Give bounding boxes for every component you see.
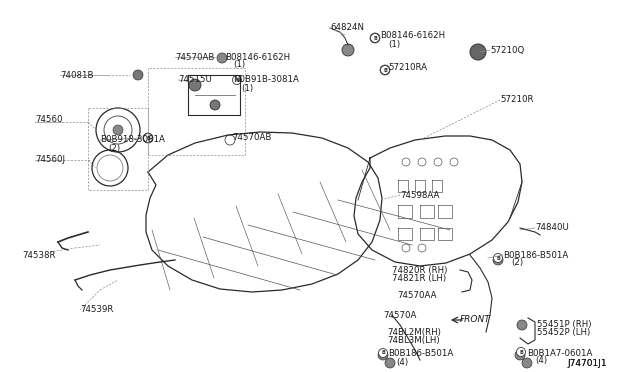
Circle shape [380,65,390,75]
Circle shape [515,350,525,360]
Circle shape [232,76,241,84]
Text: B: B [373,35,377,41]
Text: (1): (1) [233,61,245,70]
Text: B0B186-B501A: B0B186-B501A [503,250,568,260]
Text: 74840U: 74840U [535,224,569,232]
Circle shape [371,33,380,42]
Text: N: N [235,77,239,83]
Text: B: B [146,135,150,141]
Text: 74515U: 74515U [178,76,212,84]
Text: 74821R (LH): 74821R (LH) [392,275,446,283]
Text: 74598AA: 74598AA [400,190,440,199]
Text: (2): (2) [108,144,120,153]
Text: 55451P (RH): 55451P (RH) [537,321,591,330]
Text: 74820R (RH): 74820R (RH) [392,266,447,275]
Text: J74701J1: J74701J1 [567,359,607,369]
Text: B0B186-B501A: B0B186-B501A [388,350,453,359]
Circle shape [189,79,201,91]
Circle shape [370,33,380,43]
Circle shape [143,133,153,143]
Circle shape [143,134,152,142]
Text: B08146-6162H: B08146-6162H [380,32,445,41]
Circle shape [217,53,227,63]
Text: B0B1A7-0601A: B0B1A7-0601A [527,349,593,357]
Text: 74081B: 74081B [60,71,93,80]
Text: 64824N: 64824N [330,23,364,32]
Circle shape [493,253,502,263]
Text: 57210Q: 57210Q [490,45,524,55]
Text: 74570AA: 74570AA [397,291,436,299]
Circle shape [522,358,532,368]
Text: 74539R: 74539R [80,305,113,314]
Text: B: B [381,350,385,356]
Circle shape [133,70,143,80]
Text: 74570A: 74570A [383,311,417,320]
Circle shape [516,347,525,356]
Text: B0B918-3081A: B0B918-3081A [100,135,165,144]
Text: B08146-6162H: B08146-6162H [225,52,290,61]
Text: B: B [496,256,500,260]
Text: FRONT: FRONT [460,315,491,324]
Text: J74701J1: J74701J1 [567,359,607,369]
Text: 74BL2M(RH): 74BL2M(RH) [387,328,441,337]
Circle shape [210,100,220,110]
Circle shape [385,358,395,368]
Text: (1): (1) [241,83,253,93]
Circle shape [517,320,527,330]
Text: 74570AB: 74570AB [175,52,214,61]
Text: 74560: 74560 [35,115,63,125]
Circle shape [493,255,503,265]
Text: B: B [383,67,387,73]
Text: 74570AB: 74570AB [232,134,271,142]
Text: 74BL3M(LH): 74BL3M(LH) [387,337,440,346]
Circle shape [378,350,388,360]
Text: (4): (4) [396,357,408,366]
Circle shape [378,349,387,357]
Text: 57210R: 57210R [500,96,534,105]
Circle shape [381,65,390,74]
Circle shape [342,44,354,56]
Circle shape [470,44,486,60]
Text: B: B [519,350,523,355]
Text: 55452P (LH): 55452P (LH) [537,328,590,337]
Text: 57210RA: 57210RA [388,64,427,73]
Circle shape [113,125,123,135]
Text: 74560J: 74560J [35,155,65,164]
Text: (4): (4) [535,356,547,366]
Text: 74538R: 74538R [22,250,56,260]
Text: N0B91B-3081A: N0B91B-3081A [233,76,299,84]
Text: (1): (1) [388,39,400,48]
Text: (2): (2) [511,259,523,267]
